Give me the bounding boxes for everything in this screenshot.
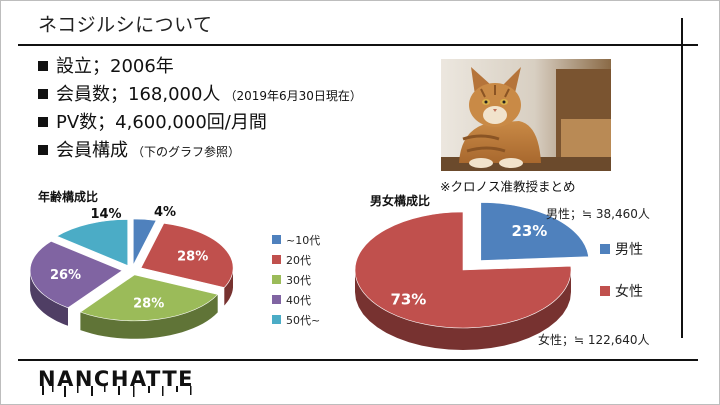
pie-sides (30, 267, 233, 339)
bullet-square-icon (38, 145, 48, 155)
pie-slice-side (224, 267, 233, 306)
legend-label: 20代 (286, 254, 311, 267)
bullet-text: 設立；2006年 (56, 56, 174, 77)
slide-title: ネコジルシについて (38, 14, 213, 36)
data-label: 28% (177, 250, 208, 265)
pie-slice (132, 218, 157, 266)
bullet-note: （下のグラフ参照） (132, 145, 241, 159)
bullet-members: 会員数；168,000人 （2019年6月30日現在） (38, 80, 362, 108)
age-pie-chart: 4% 28% 28% 26% 14% ~10代 20代 30代 40代 50代~ (29, 206, 320, 339)
data-label: 26% (50, 268, 81, 283)
bullet-square-icon (38, 117, 48, 127)
bullet-square-icon (38, 61, 48, 71)
bullet-pageviews: PV数；4,600,000回/月間 (38, 108, 362, 136)
pie-slice (140, 222, 234, 288)
age-chart-title: 年齢構成比 (38, 190, 99, 204)
pie-slice (29, 240, 123, 309)
pie-slice-side (355, 270, 571, 350)
pie-slice (56, 219, 129, 266)
pie-slice (79, 274, 219, 322)
pie-tops (354, 202, 589, 329)
nanchatte-logo: NANCHATTE (38, 366, 208, 402)
legend-label: 女性 (615, 283, 643, 300)
legend-swatch (600, 286, 610, 296)
legend: ~10代 20代 30代 40代 50代~ (272, 234, 320, 327)
bullet-square-icon (38, 89, 48, 99)
logo-text: NANCHATTE (38, 367, 194, 391)
data-label: 23% (511, 222, 547, 240)
bullet-list: 設立；2006年 会員数；168,000人 （2019年6月30日現在） PV数… (38, 52, 362, 164)
male-count-annotation: 男性；≒ 38,460人 (546, 207, 650, 221)
bullet-established: 設立；2006年 (38, 52, 362, 80)
bullet-note: （2019年6月30日現在） (224, 89, 362, 103)
pie-sides (355, 270, 571, 350)
pie-tops (29, 218, 234, 322)
legend-swatch (600, 244, 610, 254)
photo-caption: ※クロノス准教授まとめ (440, 179, 576, 194)
legend-label: 男性 (615, 242, 643, 258)
legend-swatch (272, 275, 281, 284)
legend-swatch (272, 315, 281, 324)
pie-slice-side (30, 270, 69, 326)
bullet-text: 会員数；168,000人 (56, 84, 221, 105)
data-label: 73% (390, 290, 426, 308)
gender-chart-title: 男女構成比 (370, 194, 431, 208)
data-label: 14% (90, 207, 121, 222)
legend-label: 30代 (286, 274, 311, 287)
pie-slice (480, 202, 589, 261)
legend-label: 50代~ (286, 314, 320, 327)
title-divider (18, 44, 698, 46)
legend-label: 40代 (286, 294, 311, 307)
bullet-text: PV数；4,600,000回/月間 (56, 112, 267, 133)
cat-photo (441, 59, 611, 171)
legend-label: ~10代 (286, 234, 320, 247)
pie-slice-side (80, 294, 218, 339)
female-count-annotation: 女性；≒ 122,640人 (538, 332, 650, 347)
bullet-text: 会員構成 (56, 140, 128, 161)
data-label: 4% (154, 206, 176, 220)
footer-divider (18, 359, 698, 361)
legend-swatch (272, 255, 281, 264)
vertical-divider (681, 18, 683, 338)
pie-slice (354, 211, 572, 329)
legend-swatch (272, 295, 281, 304)
legend-swatch (272, 235, 281, 244)
data-label: 28% (133, 297, 164, 312)
bullet-composition: 会員構成 （下のグラフ参照） (38, 136, 362, 164)
